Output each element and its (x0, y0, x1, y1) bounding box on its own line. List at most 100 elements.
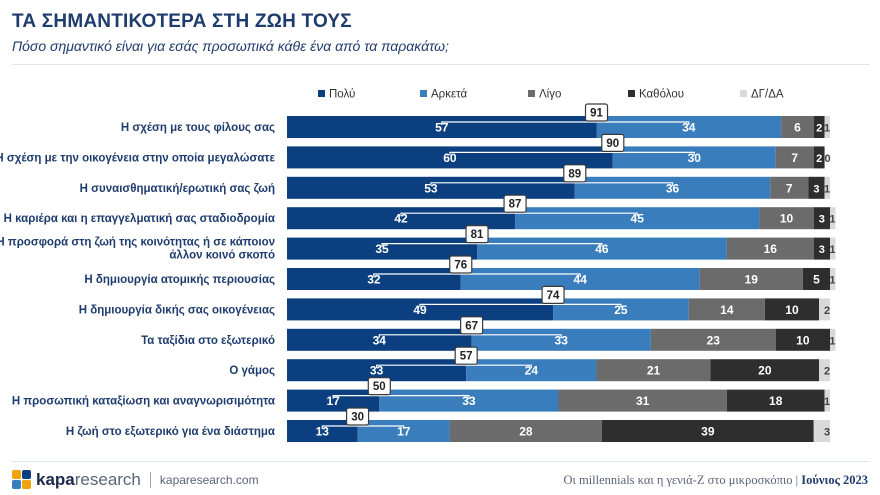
legend-swatch-1 (420, 90, 427, 97)
bar-value-label: 13 (316, 425, 330, 439)
total-box (563, 164, 587, 183)
total-value: 50 (373, 381, 386, 393)
bar-segment (710, 359, 820, 382)
bar-value-label: 49 (413, 303, 427, 317)
total-bracket (381, 243, 603, 247)
bar-value-label: 33 (555, 333, 569, 347)
bar-value-label: 2 (816, 153, 822, 165)
legend-swatch-2 (528, 90, 535, 97)
total-value: 30 (351, 412, 364, 424)
bar-value-label: 1 (824, 396, 830, 408)
bar-segment (824, 389, 830, 412)
total-box (503, 194, 527, 213)
total-box (454, 346, 478, 365)
bar-segment (813, 116, 825, 138)
bar-value-label: 34 (373, 333, 387, 347)
bar-segment (830, 207, 836, 230)
legend-label-4: ΔΓ/ΔΑ (751, 89, 784, 101)
total-bracket (400, 212, 638, 217)
total-value: 81 (471, 229, 484, 241)
total-value: 57 (460, 351, 473, 363)
bar-value-label: 5 (813, 273, 820, 287)
study-date: Ιούνιος 2023 (801, 473, 868, 487)
bar-value-label: 57 (435, 121, 449, 135)
bar-segment (726, 237, 814, 260)
bar-segment (802, 268, 830, 290)
total-box (541, 285, 565, 304)
bar-value-label: 30 (688, 151, 702, 165)
bar-value-label: 7 (791, 151, 798, 165)
bar-segment (830, 268, 836, 290)
bar-value-label: 35 (375, 242, 389, 256)
total-box (584, 103, 609, 122)
bar-segment (824, 176, 830, 199)
legend-swatch-3 (628, 90, 635, 97)
bar-value-label: 31 (636, 394, 650, 408)
bar-segment (770, 176, 809, 199)
total-box (465, 225, 489, 244)
total-box (345, 407, 370, 426)
total-value: 90 (606, 138, 619, 150)
bar-segment (601, 420, 814, 442)
bar-segment (726, 389, 825, 412)
bar-value-label: 16 (764, 242, 778, 256)
bar-value-label: 2 (816, 123, 822, 135)
chart-title: ΤΑ ΣΗΜΑΝΤΙΚΟΤΕΡΑ ΣΤΗ ΖΩΗ ΤΟΥΣ (12, 11, 352, 32)
bar-value-label: 39 (701, 425, 715, 439)
legend-swatch-0 (318, 90, 325, 97)
bar-value-label: 19 (745, 273, 759, 287)
category-label: Η προσωπική καταξίωση και αναγνωρισιμότη… (12, 396, 275, 408)
stacked-bar-chart: Πολύ Αρκετά Λίγο Καθόλου ΔΓ/ΔΑ Η σχέση με του… (0, 89, 836, 442)
bar-value-label: 46 (595, 242, 609, 256)
bar-value-label: 1 (824, 123, 830, 135)
bar-segment (819, 298, 830, 321)
total-bracket (441, 121, 690, 125)
total-box (460, 316, 484, 335)
bar-segment (813, 237, 830, 260)
header-divider (12, 64, 870, 65)
bar-segment (558, 389, 727, 412)
brand-website[interactable]: kaparesearch.com (159, 473, 259, 487)
bar-value-label: 36 (666, 181, 680, 195)
category-label: Η σχέση με τους φίλους σας (121, 122, 275, 134)
bar-segment (830, 328, 836, 351)
bar-value-label: 53 (424, 181, 438, 195)
bar-value-label: 3 (813, 183, 819, 195)
kapa-logo-icon (12, 470, 32, 490)
bar-value-label: 44 (574, 273, 588, 287)
bar-segment (449, 420, 602, 442)
bar-value-label: 0 (825, 153, 831, 165)
bar-value-label: 21 (647, 364, 661, 378)
total-value: 74 (547, 290, 560, 302)
bar-value-label: 33 (370, 364, 384, 378)
bar-value-label: 18 (769, 394, 783, 408)
total-bracket (375, 364, 532, 369)
study-title: Οι millennials και η γενιά-Ζ στο μικροσκ… (563, 473, 799, 487)
total-bracket (449, 151, 695, 156)
bar-value-label: 28 (519, 425, 533, 439)
category-label: Η δημιουργία δικής σας οικογένειας (79, 304, 275, 316)
bar-segment (699, 268, 803, 290)
category-label: Η συναισθηματική/ερωτική σας ζωή (80, 183, 275, 195)
bar-value-label: 10 (785, 303, 799, 317)
bar-value-label: 1 (829, 244, 835, 256)
total-value: 89 (568, 168, 581, 180)
total-value: 67 (465, 320, 478, 332)
total-bracket (430, 182, 674, 186)
total-bracket (321, 425, 405, 429)
bar-value-label: 1 (829, 335, 835, 347)
bar-value-label: 25 (614, 303, 628, 317)
bar-value-label: 10 (796, 333, 810, 347)
category-label: Τα ταξίδια στο εξωτερικό (141, 335, 275, 347)
bar-segment (781, 116, 814, 138)
category-label: Η προσφορά στη ζωή της κοινότητας ή σε κ… (0, 237, 275, 262)
total-bracket (332, 395, 470, 399)
bar-value-label: 1 (824, 183, 830, 195)
bar-segment (824, 116, 830, 138)
total-value: 76 (454, 260, 467, 272)
legend-label-0: Πολύ (329, 89, 355, 101)
bar-value-label: 23 (707, 333, 721, 347)
bar-value-label: 3 (819, 214, 825, 226)
bar-value-label: 42 (394, 212, 408, 226)
bar-segment (813, 420, 830, 442)
